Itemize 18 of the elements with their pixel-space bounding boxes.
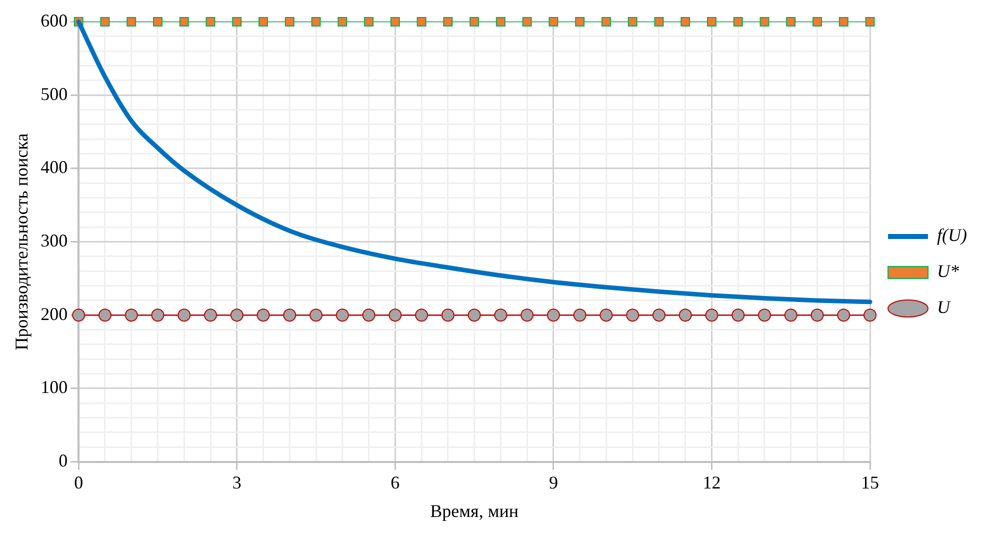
- x-tick-label: 12: [702, 472, 721, 492]
- x-axis-title: Время, мин: [430, 500, 519, 521]
- x-tick-label: 0: [74, 472, 84, 492]
- y-tick-label: 0: [58, 450, 68, 471]
- y-axis-title: Производительность поиска: [12, 133, 32, 350]
- x-tick-label: 15: [861, 472, 880, 492]
- legend-label: U*: [937, 261, 960, 282]
- x-tick-label: 3: [232, 472, 242, 492]
- y-tick-label: 200: [40, 304, 68, 324]
- y-tick-label: 400: [40, 157, 68, 178]
- x-tick-label: 9: [548, 472, 558, 492]
- legend-label: U: [937, 297, 952, 318]
- x-tick-label: 6: [390, 472, 400, 492]
- legend-label: f(U): [937, 225, 968, 246]
- y-tick-label: 500: [40, 84, 68, 104]
- y-tick-label: 600: [40, 10, 68, 31]
- y-tick-label: 300: [40, 230, 68, 251]
- y-tick-label: 100: [40, 377, 68, 398]
